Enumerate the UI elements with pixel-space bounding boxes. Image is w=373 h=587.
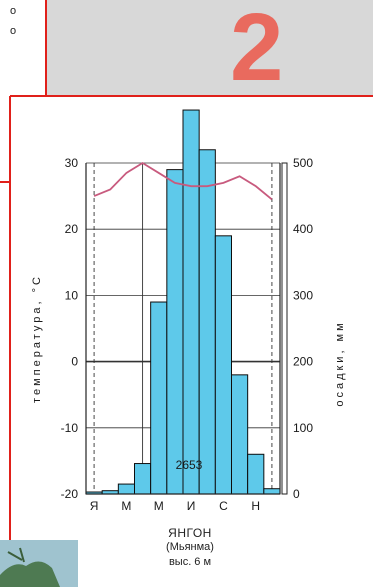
station-elevation-label: выс. 6 м	[168, 556, 212, 568]
precipitation-bar	[150, 301, 168, 495]
left-axis-title: температура, °С	[31, 274, 43, 403]
photo-foliage	[0, 561, 60, 587]
station-country-label: (Мьянма)	[166, 541, 214, 553]
x-tick-label: И	[187, 499, 196, 513]
left-tick-label: 20	[65, 222, 79, 236]
precipitation-bar	[134, 463, 152, 495]
right-tick-label: 100	[293, 421, 313, 435]
precipitation-bar	[198, 149, 216, 495]
left-tick-label: -20	[61, 487, 79, 501]
left-tick-label: 0	[71, 355, 78, 369]
x-tick-label: Н	[251, 499, 260, 513]
left-tick-label: -10	[61, 421, 79, 435]
right-axis-scale-bar	[281, 162, 288, 495]
precipitation-bar	[117, 483, 136, 495]
x-tick-label: С	[219, 499, 228, 513]
annual-precipitation-label: 2653	[176, 458, 203, 472]
top-gray-panel	[46, 0, 373, 96]
precipitation-bar	[247, 453, 265, 495]
right-tick-label: 300	[293, 288, 313, 302]
precipitation-bar	[231, 374, 249, 495]
left-sidebar-panel	[0, 0, 46, 96]
temperature-line	[93, 161, 273, 201]
right-tick-label: 0	[293, 487, 300, 501]
x-tick-label: М	[121, 499, 131, 513]
left-sidebar-fragment: о	[10, 25, 16, 37]
station-city-label: ЯНГОН	[168, 526, 212, 540]
precipitation-bar	[182, 109, 200, 495]
precipitation-bar	[166, 169, 184, 495]
x-tick-label: Я	[90, 499, 99, 513]
right-tick-label: 200	[293, 355, 313, 369]
panel-number-badge: 2	[230, 0, 284, 101]
precipitation-bar	[263, 488, 281, 495]
photo-palm	[7, 547, 25, 563]
precipitation-bar	[214, 235, 232, 495]
right-axis-title: осадки, мм	[334, 320, 346, 406]
left-sidebar-fragment: о	[10, 5, 16, 17]
right-tick-label: 400	[293, 222, 313, 236]
left-tick-label: 30	[65, 156, 79, 170]
x-tick-label: М	[154, 499, 164, 513]
right-tick-label: 500	[293, 156, 313, 170]
left-tick-label: 10	[65, 288, 79, 302]
